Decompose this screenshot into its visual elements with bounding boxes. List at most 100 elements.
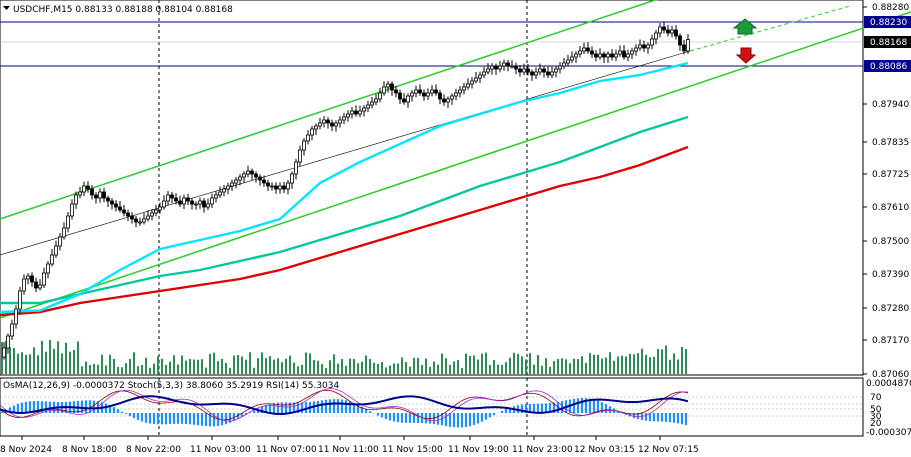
candle-body <box>230 182 234 187</box>
candle-body <box>578 50 582 55</box>
candle-body <box>270 185 274 188</box>
candle-body <box>286 182 290 190</box>
y-tick-label: 0.87390 <box>872 270 909 280</box>
candle-body <box>538 68 542 73</box>
candle-body <box>466 83 470 88</box>
candle-body <box>54 245 58 256</box>
candle-body <box>338 119 342 124</box>
y-tick-label: 0.87940 <box>872 100 909 110</box>
candle-body <box>506 62 510 67</box>
candle-body <box>282 185 286 190</box>
candle-body <box>410 92 414 97</box>
x-tick-label: 11 Nov 23:00 <box>512 445 573 455</box>
time-axis: 8 Nov 2024 8 Nov 18:00 8 Nov 22:00 11 Nov 0… <box>0 436 699 455</box>
candle-body <box>30 275 34 283</box>
candle-body <box>66 215 70 229</box>
candle-body <box>34 281 38 289</box>
candle-body <box>334 122 338 127</box>
candle-body <box>122 209 126 214</box>
y-tick-label: 0.88280 <box>872 3 909 13</box>
candle-body <box>174 197 178 202</box>
candle-body <box>526 68 530 73</box>
candle-body <box>486 68 490 73</box>
trend-channel[interactable] <box>0 0 911 319</box>
candle-body <box>266 182 270 187</box>
x-tick-label: 8 Nov 2024 <box>0 445 52 455</box>
candle-body <box>658 26 662 34</box>
candle-body <box>522 68 526 73</box>
candle-body <box>534 71 538 76</box>
candle-body <box>354 110 358 115</box>
x-tick-label: 11 Nov 15:00 <box>382 445 443 455</box>
candle-body <box>426 92 430 97</box>
x-tick-label: 8 Nov 18:00 <box>62 445 117 455</box>
channel-line-3 <box>0 50 691 256</box>
indicator-tick-label: 30 <box>870 412 882 422</box>
candle-body <box>22 278 26 292</box>
collapse-triangle-icon[interactable] <box>3 6 10 10</box>
candle-body <box>454 92 458 97</box>
candle-body <box>58 236 62 247</box>
candle-body <box>74 194 78 205</box>
x-tick-label: 11 Nov 07:00 <box>256 445 317 455</box>
candle-body <box>226 185 230 190</box>
candle-body <box>362 107 366 112</box>
candle-body <box>78 191 82 196</box>
candle-body <box>642 44 646 49</box>
candle-body <box>430 89 434 94</box>
candle-body <box>126 212 130 217</box>
candle-body <box>210 197 214 205</box>
candle-body <box>586 47 590 52</box>
candle-body <box>250 170 254 175</box>
candle-body <box>406 95 410 103</box>
indicator-tick-label: 70 <box>870 393 882 403</box>
candle-body <box>666 29 670 34</box>
candle-body <box>514 65 518 70</box>
candle-body <box>570 56 574 61</box>
chart-header: USDCHF,M15 0.88133 0.88188 0.88104 0.881… <box>3 5 233 15</box>
candle-body <box>550 71 554 76</box>
candle-body <box>182 197 186 205</box>
candle-body <box>342 116 346 121</box>
candle-body <box>222 188 226 193</box>
candle-body <box>594 53 598 58</box>
ema-mid-line <box>0 115 689 305</box>
channel-line-2 <box>0 11 911 319</box>
candle-body <box>378 92 382 100</box>
candle-body <box>302 140 306 151</box>
candle-body <box>262 179 266 184</box>
candle-body <box>102 191 106 199</box>
candle-body <box>98 191 102 199</box>
channel-line-1 <box>0 0 658 220</box>
svg-text:0.88230: 0.88230 <box>870 18 907 28</box>
candle-body <box>606 53 610 58</box>
candle-body <box>310 128 314 136</box>
candle-body <box>258 176 262 181</box>
candle-body <box>442 98 446 103</box>
candle-body <box>682 44 686 52</box>
candle-body <box>202 200 206 208</box>
candle-body <box>138 221 142 224</box>
candle-body <box>278 185 282 190</box>
candle-body <box>674 29 678 37</box>
candle-body <box>494 65 498 70</box>
candle-body <box>82 185 86 193</box>
x-tick-label: 11 Nov 19:00 <box>448 445 509 455</box>
indicator-tick-label: 0.0004870 <box>866 379 911 389</box>
x-tick-label: 11 Nov 03:00 <box>190 445 251 455</box>
candle-body <box>146 215 150 220</box>
candle-body <box>462 86 466 91</box>
candle-body <box>602 53 606 58</box>
indicator-lines <box>0 388 863 428</box>
candle-body <box>106 197 110 202</box>
candle-body <box>566 59 570 64</box>
candle-body <box>490 65 494 70</box>
candle-body <box>238 176 242 181</box>
candle-body <box>518 68 522 73</box>
rsi-line <box>0 388 689 422</box>
candle-body <box>558 65 562 70</box>
candle-body <box>418 89 422 94</box>
candle-body <box>630 50 634 55</box>
candle-body <box>458 89 462 94</box>
